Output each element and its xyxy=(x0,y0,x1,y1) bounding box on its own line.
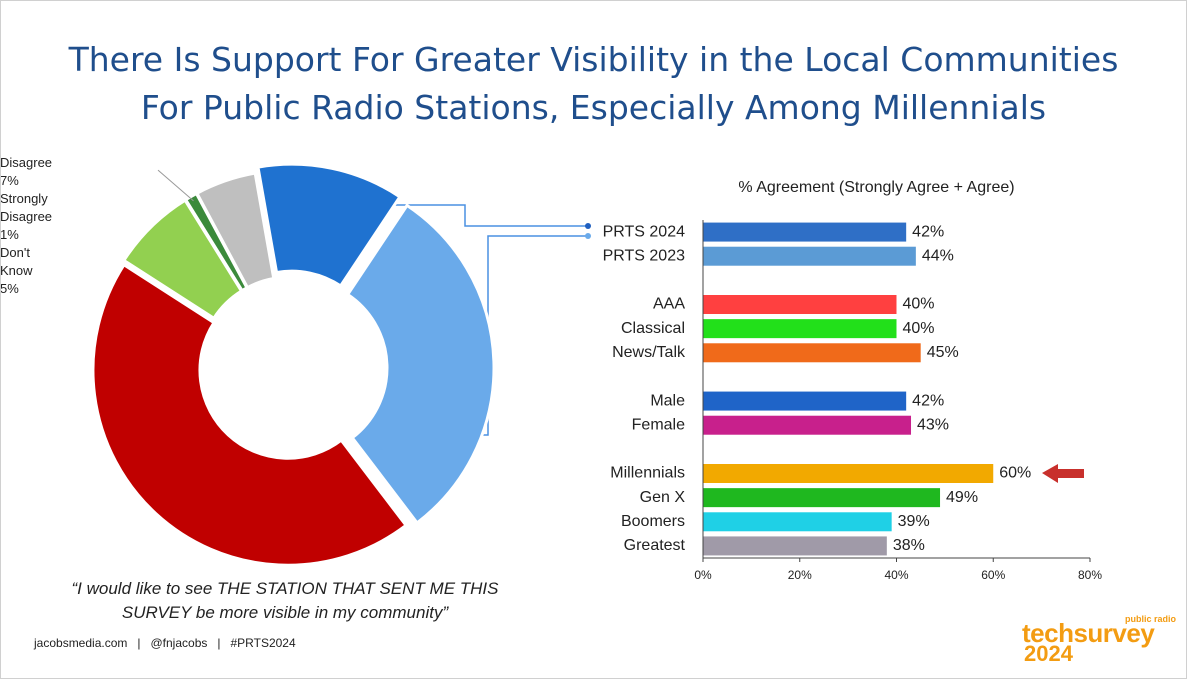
slice-category: Agree xyxy=(0,68,43,85)
logo-year: 2024 xyxy=(1024,641,1073,666)
x-tick-label: 80% xyxy=(1078,568,1102,582)
value-label: 44% xyxy=(922,247,954,264)
bar xyxy=(703,319,897,339)
bar xyxy=(703,391,907,411)
slice-label: Agree 30% xyxy=(0,66,90,110)
donut-slice xyxy=(256,162,402,289)
y-tick-label: Male xyxy=(650,392,685,409)
slice-category: Don't Know xyxy=(0,245,33,278)
slice-label: Disagree 7% xyxy=(0,154,53,190)
bar xyxy=(703,415,912,435)
bar xyxy=(703,512,892,532)
slice-category: Disagree xyxy=(0,155,53,170)
slice-label: Don't Know 5% xyxy=(0,244,50,298)
label-leader xyxy=(157,169,194,202)
quote: “I would like to see THE STATION THAT SE… xyxy=(60,577,510,625)
y-tick-label: Millennials xyxy=(610,465,685,482)
y-tick-label: Classical xyxy=(621,320,685,337)
slice-value-label: 30% xyxy=(0,90,33,107)
bar xyxy=(703,343,921,363)
highlight-arrow xyxy=(1042,464,1084,483)
bar xyxy=(703,222,907,242)
bar xyxy=(703,295,897,314)
slice-value-label: 44% xyxy=(0,134,33,151)
value-label: 49% xyxy=(946,489,978,506)
value-label: 43% xyxy=(917,416,949,433)
x-tick-label: 60% xyxy=(981,568,1005,582)
slice-value-label: 12% xyxy=(0,46,33,63)
donut-slice xyxy=(345,203,496,525)
value-label: 40% xyxy=(903,296,935,313)
leader-line xyxy=(390,204,588,227)
y-tick-label: Greatest xyxy=(624,537,686,554)
value-label: 42% xyxy=(912,392,944,409)
title: For Public Radio Stations, Especially Am… xyxy=(140,88,1047,127)
value-label: 45% xyxy=(927,344,959,361)
bar xyxy=(703,536,887,556)
y-tick-label: Female xyxy=(632,416,685,433)
footer: jacobsmedia.com | @fnjacobs | #PRTS2024 xyxy=(34,636,296,650)
slice-value-label: 5% xyxy=(0,281,19,296)
value-label: 42% xyxy=(912,223,944,240)
value-label: 38% xyxy=(893,537,925,554)
quote-line: “I would like to see THE STATION THAT SE… xyxy=(71,579,499,598)
y-tick-label: AAA xyxy=(653,296,685,313)
x-tick-label: 40% xyxy=(884,568,908,582)
value-label: 40% xyxy=(903,320,935,337)
y-tick-label: PRTS 2024 xyxy=(603,223,686,240)
slice-value-label: 7% xyxy=(0,173,19,188)
leader-line xyxy=(478,235,588,436)
slice-category: Neutral xyxy=(0,112,52,129)
logo-small: public radio xyxy=(1125,614,1177,624)
slice-value-label: 1% xyxy=(0,227,19,242)
bar xyxy=(703,464,994,483)
title: There Is Support For Greater Visibility … xyxy=(68,40,1119,79)
donut-slice xyxy=(194,171,276,290)
y-tick-label: News/Talk xyxy=(612,344,686,361)
x-tick-label: 20% xyxy=(788,568,812,582)
donut-slice xyxy=(91,262,409,567)
slice-label: Neutral 44% xyxy=(0,110,90,154)
quote-line: SURVEY be more visible in my community” xyxy=(121,603,449,622)
slice-category: Strongly Disagree xyxy=(0,191,53,224)
slice-label: Strongly Disagree 1% xyxy=(0,190,70,244)
value-label: 39% xyxy=(898,513,930,530)
slice-label: Strongly Agree 12% xyxy=(0,0,90,66)
leader-dot xyxy=(585,223,591,229)
logo: techsurvey xyxy=(1022,618,1155,648)
y-tick-label: Gen X xyxy=(640,489,686,506)
bar xyxy=(703,246,916,266)
bar xyxy=(703,488,941,508)
axis-title: % Agreement (Strongly Agree + Agree) xyxy=(738,179,1014,196)
value-label: 60% xyxy=(999,465,1031,482)
y-tick-label: Boomers xyxy=(621,513,685,530)
leader-dot xyxy=(585,233,591,239)
slice-category: Strongly Agree xyxy=(0,2,59,41)
x-tick-label: 0% xyxy=(694,568,712,582)
y-tick-label: PRTS 2023 xyxy=(603,247,686,264)
